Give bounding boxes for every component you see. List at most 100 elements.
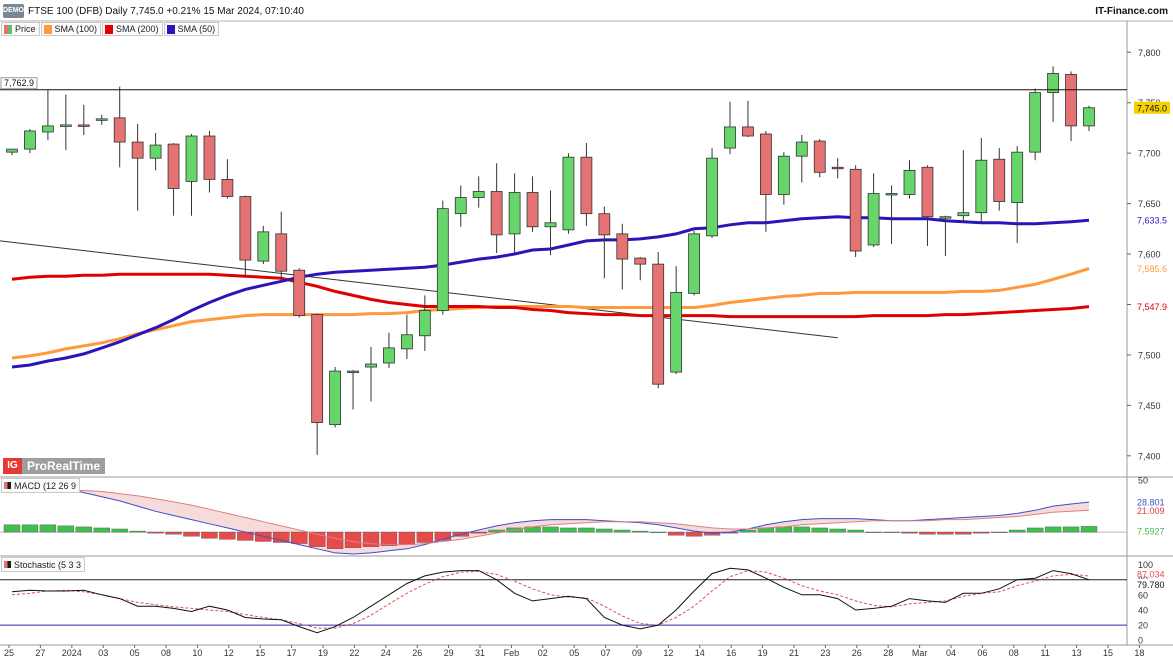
macd-value-label: 7.5927 [1137,526,1165,536]
candle-down [598,213,611,236]
legend-item-sma50[interactable]: SMA (50) [163,22,220,36]
x-tick-label: 05 [130,648,140,658]
stochastic-legend[interactable]: Stochastic (5 3 3 [1,557,86,572]
macd-histogram-bar [596,528,613,533]
candle-up [472,191,485,198]
stochastic-k-value-box [1134,578,1170,590]
chart-header: DEMO FTSE 100 (DFB) Daily 7,745.0 +0.21%… [0,0,1173,22]
candle-up [436,208,449,311]
candle-up [149,144,162,159]
macd-histogram-bar [865,531,882,533]
prorealtime-watermark: IG ProRealTime [3,458,106,474]
macd-swatch-icon [4,482,11,489]
candle-up [724,126,736,149]
candle-up [400,334,413,350]
x-tick-label: 25 [4,648,14,658]
x-tick-label: 23 [820,648,830,658]
price-swatch-icon [4,24,12,34]
resistance-label: 7,762.9 [4,78,34,88]
macd-histogram-bar [1044,526,1062,533]
candle-up [903,169,916,195]
x-tick-label: 19 [318,648,328,658]
stochastic-d-line [11,570,1090,629]
x-tick-label: 22 [349,648,359,658]
macd-histogram-bar [560,527,577,533]
ig-logo-icon: IG [3,458,22,474]
last-price-tag-box [1134,101,1170,114]
macd-histogram-bar [667,531,685,536]
candle-down [1065,74,1077,127]
sma200-line [11,272,1090,319]
macd-histogram-bar [308,531,326,547]
sma50-swatch-icon [166,24,175,34]
legend-label-sma50: SMA (50) [177,24,216,34]
macd-signal-area [12,483,1089,554]
candle-up [706,157,718,237]
sma200-value-tag: 7,547.9 [1137,302,1167,312]
macd-histogram-bar [1080,526,1098,533]
macd-histogram-bar [129,530,146,533]
macd-line [11,482,1090,555]
macd-histogram-bar [201,531,218,539]
macd-histogram-bar [542,526,559,533]
candle-down [742,126,754,137]
x-tick-label: 15 [1103,648,1113,658]
trendline [0,240,838,339]
legend-item-sma200[interactable]: SMA (200) [102,22,163,36]
sma100-swatch-icon [43,24,52,34]
candle-up [347,370,359,373]
macd-legend[interactable]: MACD (12 26 9 [1,478,81,493]
candle-down [490,191,503,236]
candle-up [885,193,898,196]
macd-histogram-bar [632,530,649,533]
macd-title: MACD (12 26 9 [14,480,77,491]
x-tick-label: 21 [789,648,799,658]
y-tick-label: 7,500 [1138,350,1161,360]
x-tick-label: 06 [977,648,987,658]
x-tick-label: 16 [726,648,736,658]
demo-logo: DEMO [3,4,24,18]
macd-histogram-bar [1026,527,1044,533]
legend-label-sma200: SMA (200) [116,24,159,34]
candle-down [921,166,934,218]
candle-up [42,125,54,133]
candle-up [6,148,18,153]
x-tick-label: Feb [504,648,520,658]
legend-item-price[interactable]: Price [1,22,40,36]
y-tick-label: 7,600 [1138,250,1161,260]
macd-histogram-bar [111,528,128,533]
macd-histogram-bar [650,531,667,533]
macd-histogram-bar [614,529,631,533]
candle-down [831,166,844,170]
macd-histogram-bar [739,529,757,533]
x-tick-label: 2024 [62,648,82,658]
candle-down [239,196,252,261]
x-tick-label: 11 [1041,648,1050,658]
site-name: IT-Finance.com [1095,6,1168,17]
x-tick-label: 12 [663,648,673,658]
macd-histogram-bar [811,527,828,533]
watermark-text: ProRealTime [27,459,101,473]
x-tick-label: 13 [1072,648,1082,658]
macd-histogram-bar [398,531,416,545]
x-tick-label: 26 [852,648,862,658]
macd-histogram-bar [93,527,110,533]
stochastic-d-value: 87.034 [1137,569,1165,579]
sma100-line [11,267,1090,360]
macd-y-tick-label: 50 [1138,476,1148,486]
x-tick-label: 15 [255,648,265,658]
stochastic-swatch-icon [4,561,11,568]
candle-down [203,135,216,180]
candle-down [616,233,629,260]
sma50-value-tag: 7,633.5 [1137,216,1167,226]
candle-up [670,291,683,373]
legend-item-sma100[interactable]: SMA (100) [40,22,102,36]
candle-up [508,192,521,235]
sma100-value-tag: 7,585.6 [1137,264,1167,274]
x-tick-label: 24 [381,648,391,658]
x-tick-label: 26 [412,648,422,658]
macd-histogram-bar [416,531,434,543]
x-tick-label: 27 [35,648,45,658]
macd-histogram-bar [75,526,93,533]
